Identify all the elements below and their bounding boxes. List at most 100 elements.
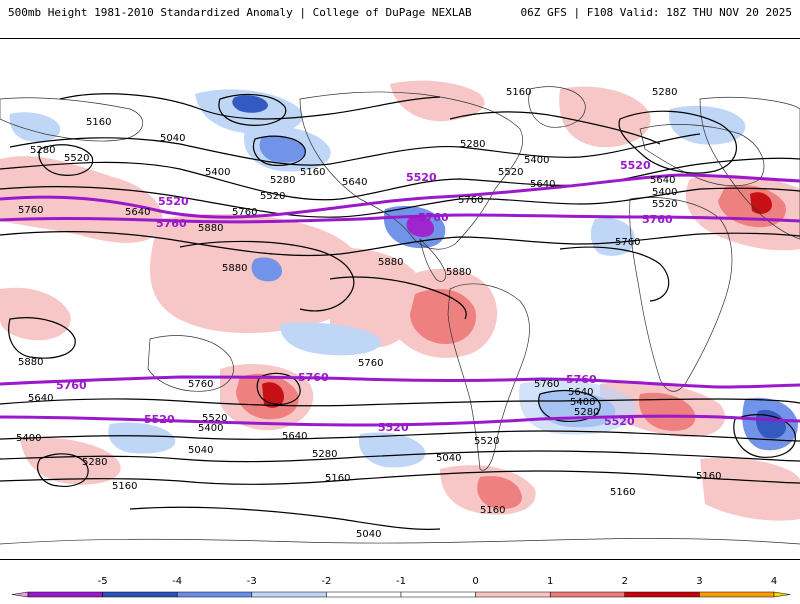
purple-label-5520-nh-a: 5520 — [158, 195, 189, 208]
label-5760: 5760 — [458, 195, 483, 206]
purple-label-5520-sh-b: 5520 — [378, 421, 409, 434]
contour-labels: 5040 5160 5280 5520 5400 5280 5160 5520 … — [16, 87, 721, 540]
neg-anomaly-us-sw-core — [406, 215, 434, 237]
color-scale-segment — [176, 591, 253, 598]
pos-anomaly-s-far-west — [20, 437, 121, 485]
label-5280: 5280 — [82, 457, 107, 468]
pos-anomaly-n-america — [390, 80, 485, 122]
contour-5640-sh — [0, 398, 800, 407]
contour-5400-nh — [0, 186, 800, 218]
color-scale-tick-label: 3 — [696, 576, 702, 587]
purple-label-5760-sh-b: 5760 — [298, 371, 329, 384]
contour-5520-sh-purple — [0, 414, 800, 427]
contour-5520-loop-sh-west — [37, 453, 89, 487]
label-5160: 5160 — [610, 487, 635, 498]
neg-anomaly-russia — [669, 105, 746, 145]
label-5760: 5760 — [18, 205, 43, 216]
antarctica-outline — [0, 538, 800, 545]
label-5520: 5520 — [474, 436, 499, 447]
label-5760: 5760 — [534, 379, 559, 390]
color-scale-ticks: -5-4-3-2-1012345 — [98, 576, 778, 587]
label-5400: 5400 — [524, 155, 549, 166]
purple-label-5760-sh-c: 5760 — [566, 373, 597, 386]
label-5880: 5880 — [18, 357, 43, 368]
anomaly-shading — [0, 80, 800, 521]
purple-label-5760-sh-a: 5760 — [56, 379, 87, 392]
label-5880: 5880 — [222, 263, 247, 274]
label-5040: 5040 — [356, 529, 381, 540]
contour-5400-sh — [0, 430, 800, 442]
label-5760: 5760 — [188, 379, 213, 390]
contour-5160-sh — [0, 470, 800, 485]
color-scale-segment — [549, 591, 626, 598]
contour-5520-nh-purple — [0, 173, 800, 219]
label-5520: 5520 — [260, 191, 285, 202]
color-scale-segment — [624, 591, 700, 598]
chart-title: 500mb Height 1981-2010 Standardized Anom… — [8, 6, 472, 19]
label-5280: 5280 — [312, 449, 337, 460]
label-5640: 5640 — [282, 431, 307, 442]
contour-5760-africa — [559, 246, 670, 302]
color-scale-segment — [326, 591, 402, 598]
label-5640: 5640 — [125, 207, 150, 218]
purple-label-5760-nh-b: 5760 — [418, 211, 449, 224]
south-america-outline — [447, 283, 530, 471]
neg-anomaly-s-ocean-w — [108, 422, 176, 454]
contour-5640-nh — [0, 231, 800, 257]
contour-5880-nh — [179, 240, 355, 312]
label-5880: 5880 — [198, 223, 223, 234]
label-5160: 5160 — [506, 87, 531, 98]
purple-label-5520-nh-c: 5520 — [620, 159, 651, 172]
color-scale-tick-label: -3 — [247, 576, 257, 587]
color-scale-tick-label: 0 — [472, 576, 478, 587]
purple-label-5760-nh-a: 5760 — [156, 217, 187, 230]
highlight-contours — [0, 173, 800, 427]
pos-anomaly-s-ocean-core — [477, 475, 522, 509]
color-scale-segment — [400, 591, 476, 598]
label-5400: 5400 — [570, 397, 595, 408]
label-5280: 5280 — [270, 175, 295, 186]
pos-anomaly-s-far-east — [700, 457, 800, 521]
greenland-outline — [528, 86, 586, 128]
label-5640: 5640 — [568, 387, 593, 398]
label-5520: 5520 — [498, 167, 523, 178]
label-5880: 5880 — [378, 257, 403, 268]
label-5160: 5160 — [112, 481, 137, 492]
contour-5280-loop-west — [38, 144, 94, 176]
neg-anomaly-tropics — [280, 322, 381, 356]
label-5280: 5280 — [574, 407, 599, 418]
label-5400: 5400 — [198, 423, 223, 434]
label-5760: 5760 — [615, 237, 640, 248]
neg-anomaly-africa — [590, 217, 635, 256]
color-scale-tick-label: -4 — [172, 576, 182, 587]
color-scale-segment — [251, 591, 327, 598]
label-5280: 5280 — [652, 87, 677, 98]
label-5160: 5160 — [300, 167, 325, 178]
contour-5040-nh — [59, 93, 441, 120]
north-america-outline — [299, 91, 523, 250]
contour-5160-arctic-loop — [618, 110, 738, 174]
neg-anomaly-s-atlantic-low-edge — [519, 380, 636, 435]
label-5160: 5160 — [480, 505, 505, 516]
australia-outline — [147, 335, 234, 392]
purple-label-5520-nh-b: 5520 — [406, 171, 437, 184]
label-5040: 5040 — [160, 133, 185, 144]
purple-label-5520-sh-c: 5520 — [604, 415, 635, 428]
color-scale-segment — [27, 591, 103, 598]
label-5040: 5040 — [436, 453, 461, 464]
label-5400: 5400 — [652, 187, 677, 198]
neg-anomaly-hawaii — [251, 257, 282, 282]
color-scale-segments — [11, 591, 791, 598]
contour-5160-loop-aleutian — [218, 94, 287, 126]
label-5160: 5160 — [86, 117, 111, 128]
color-scale-arrow-high — [773, 591, 791, 598]
neg-anomaly-s-pacific-east — [358, 432, 426, 468]
color-scale-tick-label: 1 — [547, 576, 553, 587]
contour-5280-nh — [0, 157, 800, 201]
color-scale-tick-label: -5 — [98, 576, 108, 587]
label-5160: 5160 — [696, 471, 721, 482]
neg-anomaly-aleutian-core — [232, 95, 268, 113]
label-5520: 5520 — [652, 199, 677, 210]
contour-5160-loop-goa — [252, 135, 306, 166]
asia-west-outline — [0, 97, 143, 142]
